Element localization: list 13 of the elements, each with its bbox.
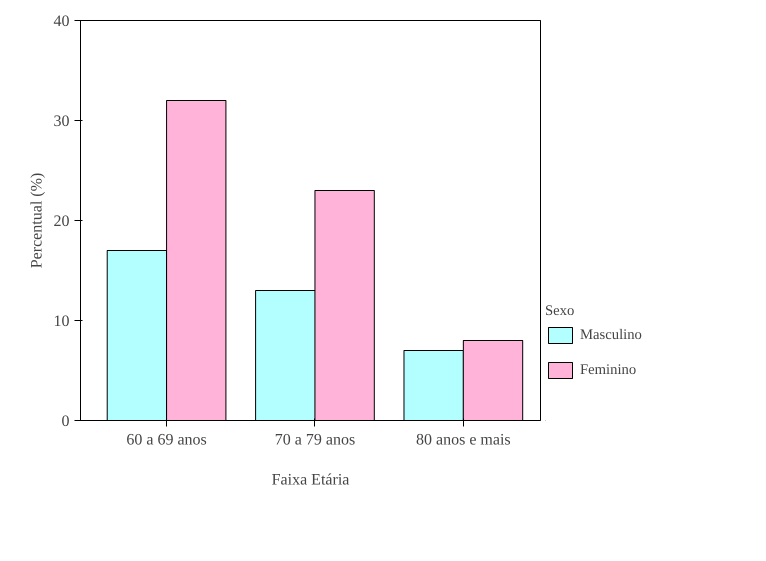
y-tick-label: 0	[62, 413, 70, 430]
y-tick-label: 40	[54, 13, 70, 30]
legend-label: Feminino	[580, 362, 636, 378]
y-tick-label: 30	[54, 113, 70, 130]
legend-label: Masculino	[580, 326, 642, 344]
legend-title: Sexo	[545, 303, 576, 320]
x-tick-label: 60 a 69 anos	[126, 432, 207, 448]
y-axis-title: Percentual (%)	[28, 172, 46, 268]
x-axis-title: Faixa Etária	[272, 472, 350, 488]
x-tick-label: 70 a 79 anos	[274, 432, 356, 448]
y-tick-label: 10	[54, 313, 70, 330]
y-tick-label: 20	[54, 213, 70, 230]
x-tick-label: 80 anos e mais	[416, 432, 511, 448]
